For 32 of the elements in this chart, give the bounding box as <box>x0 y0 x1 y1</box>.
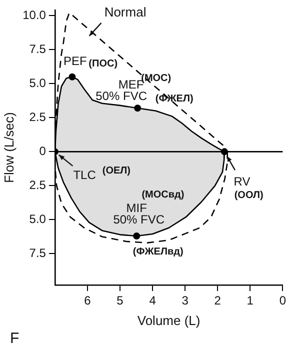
x-axis-title: Volume (L) <box>137 312 200 328</box>
annotation: (ФЖЕЛ) <box>155 93 194 104</box>
y-tick-label: 7.5 <box>29 246 46 260</box>
y-tick-label: 2.5 <box>29 178 46 192</box>
annotation: 50% FVC <box>96 88 148 103</box>
series-label: Normal <box>104 4 146 20</box>
annotation: TLC <box>73 168 96 182</box>
y-tick-label: 10.0 <box>22 8 46 22</box>
annotation: (МОС) <box>141 72 172 84</box>
annotation: 50% FVC <box>113 212 165 227</box>
y-tick-label: 2.5 <box>29 110 46 124</box>
x-tick-label: 1 <box>246 294 254 308</box>
y-axis-title: Flow (L/sec) <box>1 112 16 183</box>
y-tick-label: 7.5 <box>29 42 46 56</box>
x-tick-label: 4 <box>149 294 156 308</box>
x-tick-label: 6 <box>84 294 92 308</box>
annotation: (ОЕЛ) <box>102 165 130 176</box>
y-tick-label: 5.0 <box>29 212 46 226</box>
x-tick-label: 5 <box>116 294 124 308</box>
y-tick-label: 0 <box>39 144 46 158</box>
x-tick-label: 0 <box>279 294 286 308</box>
text: F <box>10 330 20 348</box>
annotation: RV <box>234 174 250 189</box>
x-tick-label: 3 <box>182 294 189 308</box>
annotation: (ФЖЕЛвд) <box>132 246 184 258</box>
annotation: (МОСвд) <box>142 189 184 200</box>
annotation: PEF <box>63 54 87 68</box>
annotation: (ПОС) <box>88 58 118 70</box>
x-tick-label: 2 <box>214 294 222 308</box>
annotation: MIF <box>126 201 147 216</box>
y-tick-label: 5.0 <box>29 76 46 90</box>
annotation: (ООЛ) <box>234 190 264 201</box>
